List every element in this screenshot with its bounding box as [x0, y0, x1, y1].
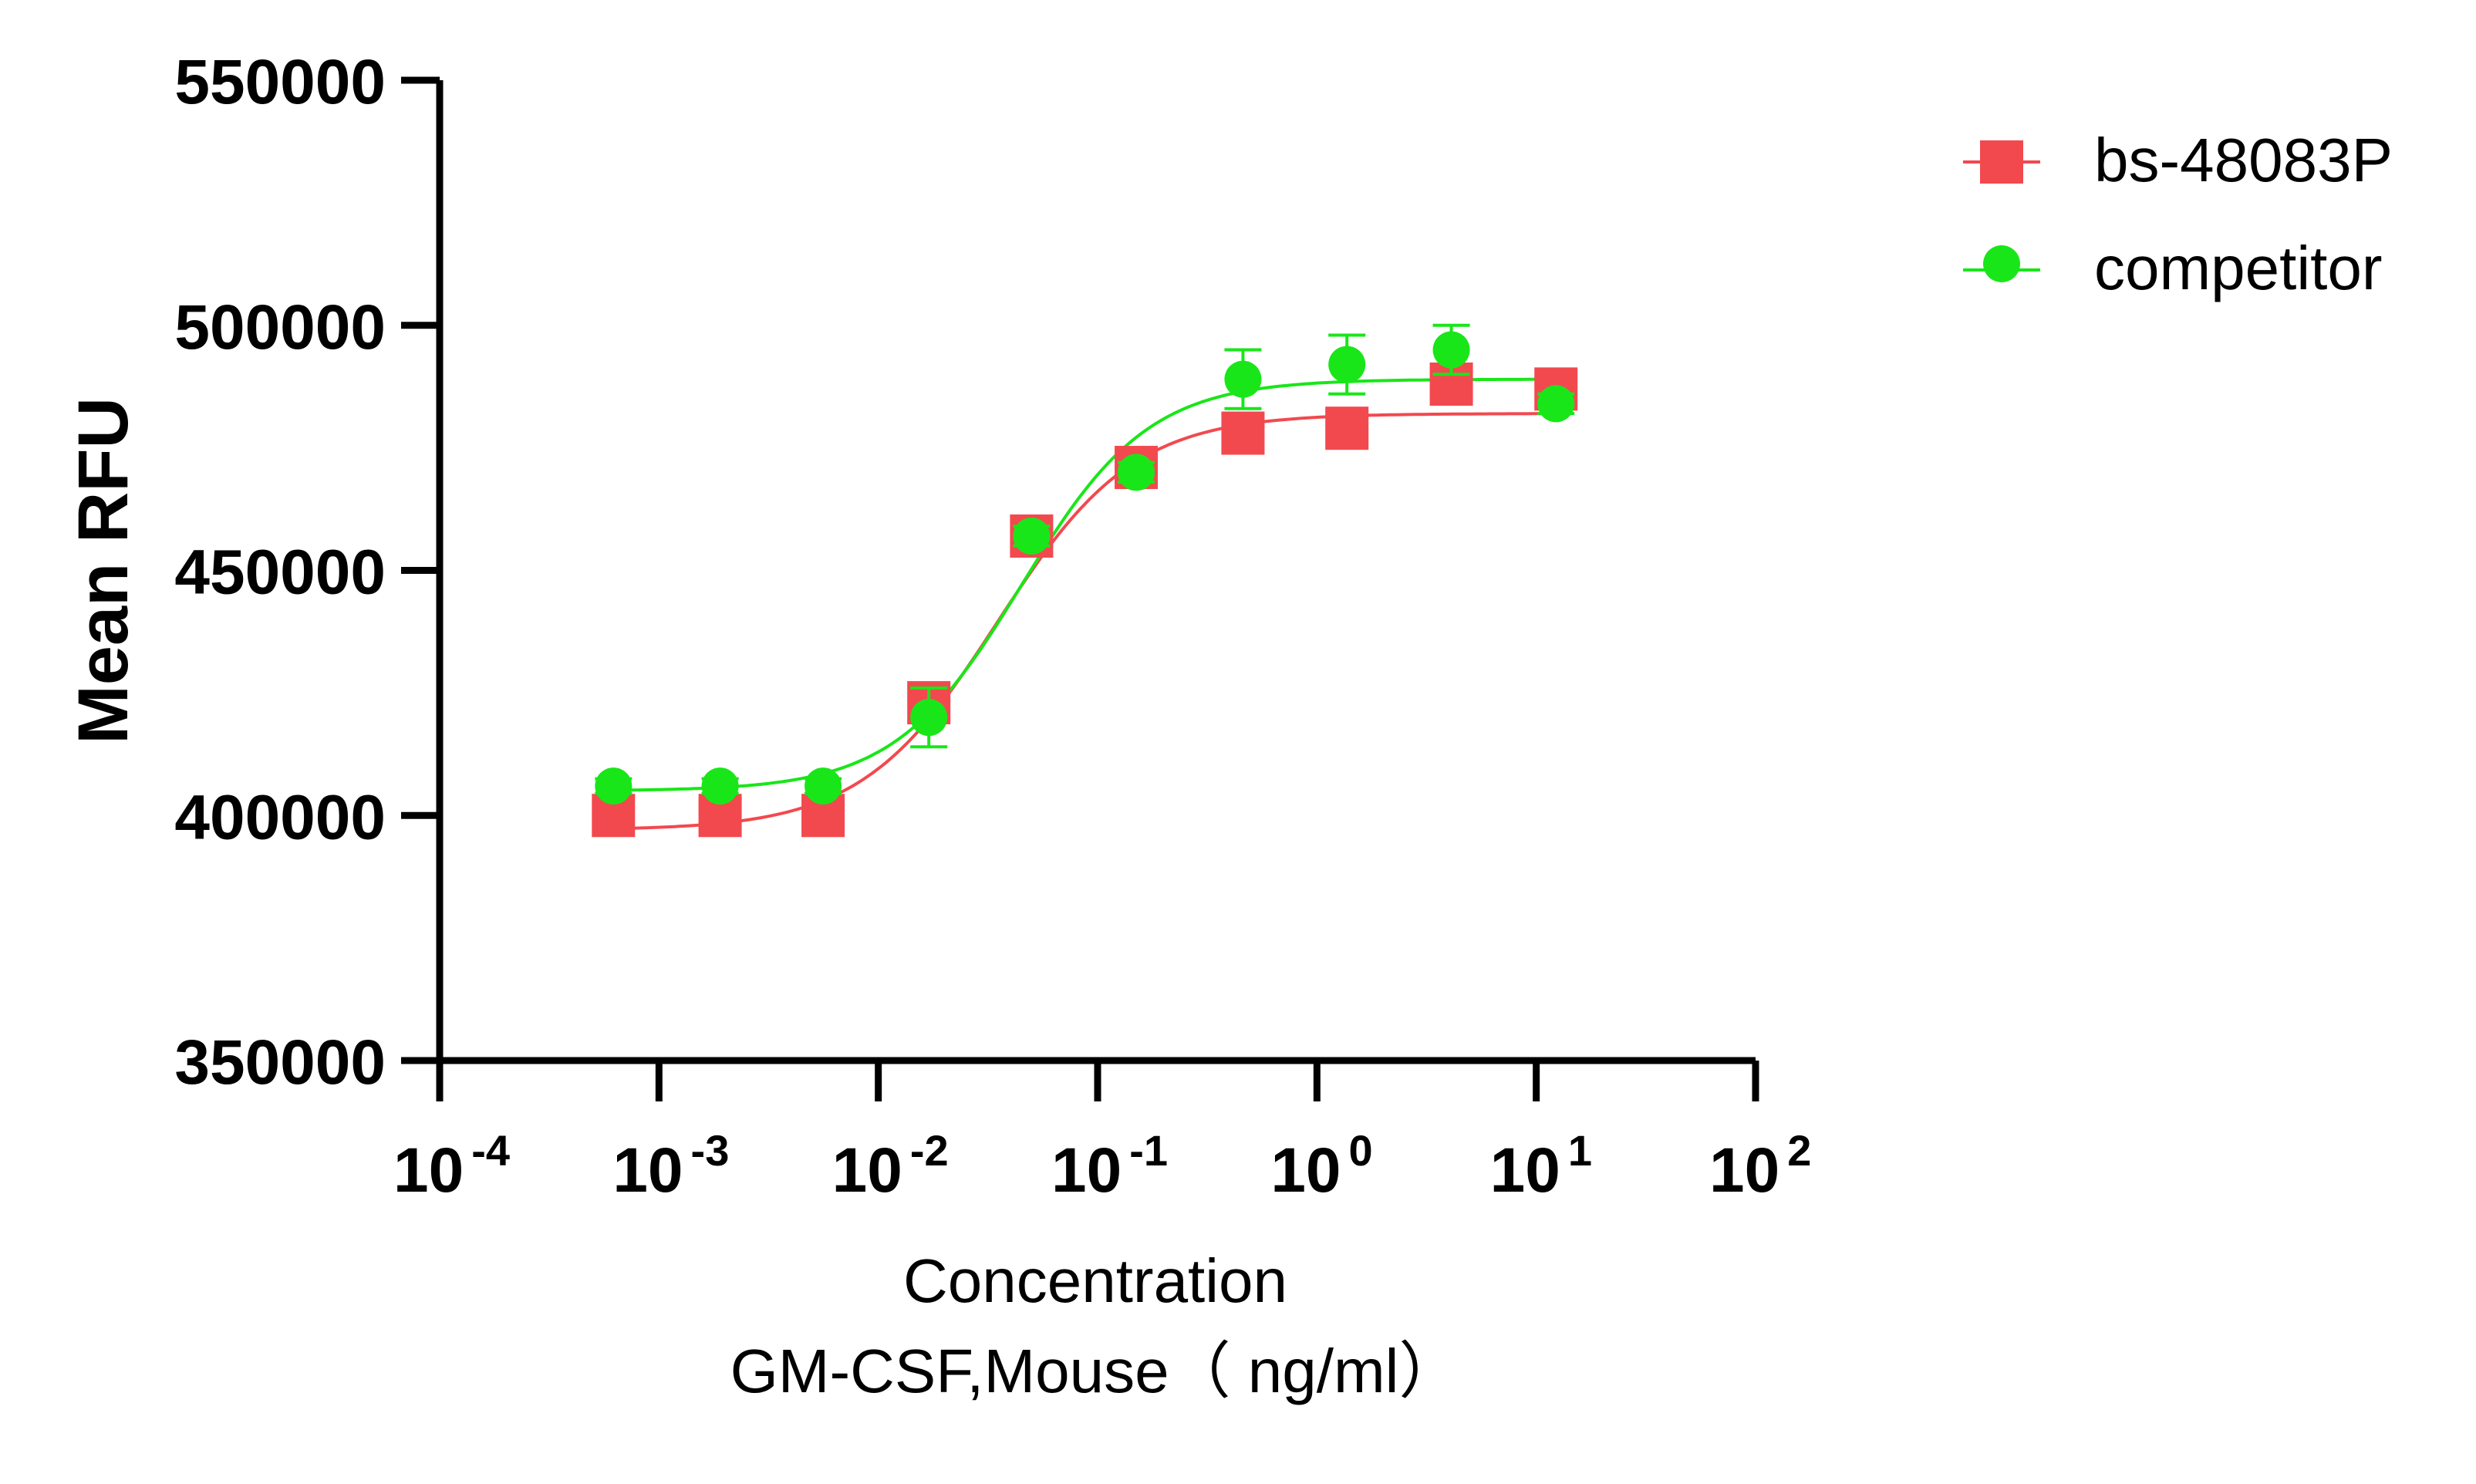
legend-marker-square: [1980, 140, 2023, 184]
x-tick-exponent: 0: [1349, 1126, 1373, 1175]
data-point-circle: [1224, 360, 1262, 398]
data-point-circle: [595, 767, 632, 805]
x-tick-label: 10 1: [1490, 1126, 1592, 1206]
data-point-circle: [1013, 518, 1051, 555]
x-tick-base: 10: [1270, 1135, 1341, 1206]
x-tick-base: 10: [1051, 1135, 1122, 1206]
legend-marker-circle: [1983, 245, 2020, 282]
data-point-circle: [1432, 331, 1470, 369]
y-tick-label: 350000: [174, 1027, 386, 1098]
data-point-circle: [1537, 385, 1575, 423]
y-axis-title: Mean RFU: [64, 397, 143, 744]
x-tick-label: 10 2: [1709, 1126, 1811, 1206]
x-axis-title: Concentration: [903, 1246, 1287, 1315]
x-tick-label: 10 -4: [393, 1126, 510, 1206]
y-ticks: 350000 400000 450000 500000 550000: [174, 47, 440, 1098]
data-point-circle: [1328, 346, 1366, 383]
x-tick-exponent: -1: [1129, 1126, 1168, 1175]
x-tick-label: 10 -3: [612, 1126, 729, 1206]
y-tick-label: 400000: [174, 782, 386, 852]
y-tick-label: 450000: [174, 538, 386, 608]
x-axis-subtitle: GM-CSF,Mouse（ ng/ml）: [730, 1337, 1461, 1405]
data-point-circle: [910, 699, 948, 737]
y-tick-label: 550000: [174, 47, 386, 117]
fit-curve-bs-48083P: [613, 412, 1557, 831]
legend-label: bs-48083P: [2094, 126, 2393, 194]
y-tick-label: 500000: [174, 292, 386, 363]
x-tick-base: 10: [1490, 1135, 1560, 1206]
x-tick-base: 10: [1709, 1135, 1779, 1206]
data-point-circle: [1118, 454, 1155, 491]
x-tick-exponent: 2: [1787, 1126, 1811, 1175]
x-tick-label: 10 -1: [1051, 1126, 1168, 1206]
x-tick-exponent: 1: [1568, 1126, 1592, 1175]
legend-label: competitor: [2094, 234, 2382, 302]
data-point-circle: [701, 767, 739, 805]
legend: bs-48083P competitor: [1963, 126, 2393, 302]
fit-curve-competitor: [613, 377, 1557, 792]
data-point-square: [1325, 406, 1369, 450]
x-tick-label: 10 0: [1270, 1126, 1372, 1206]
x-tick-label: 10 -2: [832, 1126, 949, 1206]
x-tick-base: 10: [832, 1135, 902, 1206]
x-tick-exponent: -2: [910, 1126, 949, 1175]
data-point-circle: [805, 767, 842, 805]
x-tick-exponent: -4: [471, 1126, 510, 1175]
fit-curves: [613, 377, 1557, 831]
x-ticks: 10 -4 10 -3 10 -2 10 -1 10 0 10 1 10 2: [393, 1061, 1811, 1206]
axes: [436, 80, 1756, 1064]
data-point-square: [1221, 411, 1265, 455]
x-tick-base: 10: [612, 1135, 683, 1206]
x-tick-exponent: -3: [691, 1126, 730, 1175]
x-tick-base: 10: [393, 1135, 464, 1206]
data-points: [592, 323, 1578, 838]
